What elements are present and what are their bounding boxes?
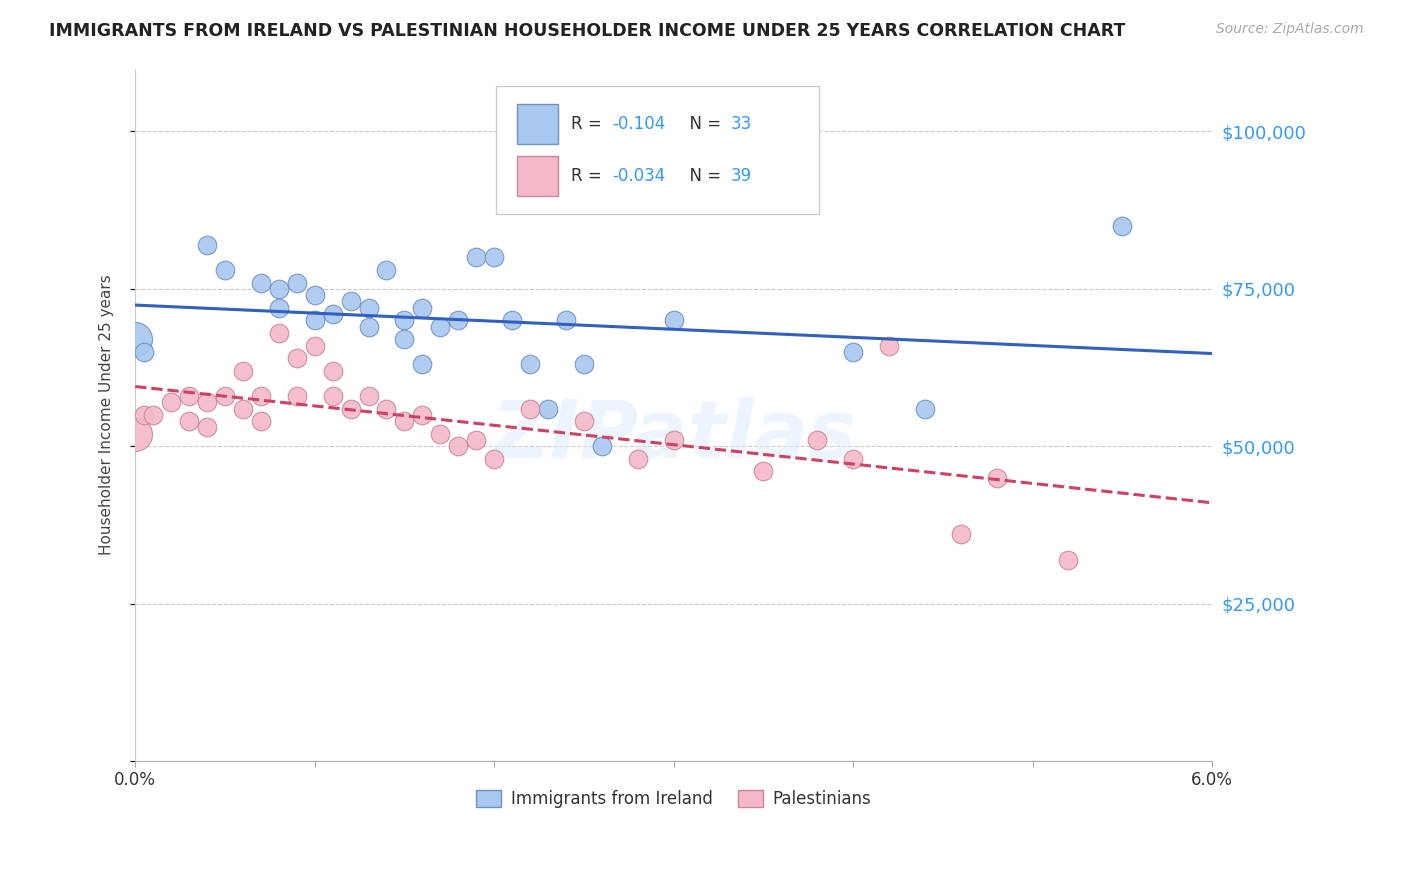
Point (339, 294, 361, 309)
Point (662, 313, 685, 327)
Point (124, 426, 146, 441)
Point (322, 307, 344, 321)
Point (411, 358, 433, 372)
Text: N =: N = (679, 167, 727, 185)
Point (177, 414, 200, 428)
Point (357, 389, 380, 403)
FancyBboxPatch shape (517, 156, 558, 196)
Point (160, 395, 183, 409)
Point (394, 313, 416, 327)
Point (375, 401, 398, 416)
Point (411, 301, 433, 315)
Point (394, 332, 416, 346)
Point (447, 313, 470, 327)
FancyBboxPatch shape (517, 103, 558, 144)
FancyBboxPatch shape (496, 86, 818, 214)
Point (195, 395, 218, 409)
Point (465, 251, 488, 265)
Text: IMMIGRANTS FROM IRELAND VS PALESTINIAN HOUSEHOLDER INCOME UNDER 25 YEARS CORRELA: IMMIGRANTS FROM IRELAND VS PALESTINIAN H… (49, 22, 1126, 40)
Point (214, 263, 236, 277)
Point (304, 338, 326, 352)
Point (250, 389, 273, 403)
Text: N =: N = (679, 115, 727, 133)
Point (304, 313, 326, 327)
Point (142, 408, 165, 422)
Point (662, 433, 685, 447)
Point (914, 401, 936, 416)
Point (285, 351, 308, 365)
Point (429, 426, 451, 441)
Point (322, 364, 344, 378)
Point (134, 408, 156, 422)
Point (572, 414, 595, 428)
Point (429, 319, 451, 334)
Point (304, 288, 326, 302)
Point (555, 313, 578, 327)
Point (482, 451, 505, 466)
Text: 33: 33 (731, 115, 752, 133)
Point (877, 338, 900, 352)
Point (447, 439, 470, 453)
Y-axis label: Householder Income Under 25 years: Householder Income Under 25 years (100, 275, 114, 555)
Text: R =: R = (571, 115, 607, 133)
Legend: Immigrants from Ireland, Palestinians: Immigrants from Ireland, Palestinians (470, 783, 879, 815)
Point (519, 401, 541, 416)
Point (195, 237, 218, 252)
Point (250, 414, 273, 428)
Point (949, 527, 972, 541)
Point (1111, 219, 1133, 233)
Point (519, 358, 541, 372)
Point (465, 433, 488, 447)
Text: -0.104: -0.104 (612, 115, 665, 133)
Point (124, 332, 146, 346)
Point (285, 276, 308, 290)
Point (339, 401, 361, 416)
Text: 39: 39 (731, 167, 752, 185)
Point (394, 414, 416, 428)
Point (357, 301, 380, 315)
Text: -0.034: -0.034 (612, 167, 665, 185)
Point (627, 451, 650, 466)
Point (752, 465, 775, 479)
Point (411, 408, 433, 422)
Point (806, 433, 828, 447)
Point (986, 471, 1008, 485)
Point (842, 451, 865, 466)
Point (572, 358, 595, 372)
Point (134, 344, 156, 359)
Point (537, 401, 560, 416)
Text: Source: ZipAtlas.com: Source: ZipAtlas.com (1216, 22, 1364, 37)
Point (267, 326, 290, 340)
Point (591, 439, 613, 453)
Point (482, 251, 505, 265)
Point (285, 389, 308, 403)
Text: R =: R = (571, 167, 607, 185)
Point (232, 401, 254, 416)
Point (357, 319, 380, 334)
Point (177, 389, 200, 403)
Point (1057, 552, 1080, 566)
Point (195, 420, 218, 434)
Point (322, 389, 344, 403)
Point (232, 364, 254, 378)
Point (375, 263, 398, 277)
Point (267, 282, 290, 296)
Point (501, 313, 523, 327)
Point (214, 389, 236, 403)
Point (267, 301, 290, 315)
Point (250, 276, 273, 290)
Text: ZIPatlas: ZIPatlas (491, 397, 856, 475)
Point (842, 344, 865, 359)
